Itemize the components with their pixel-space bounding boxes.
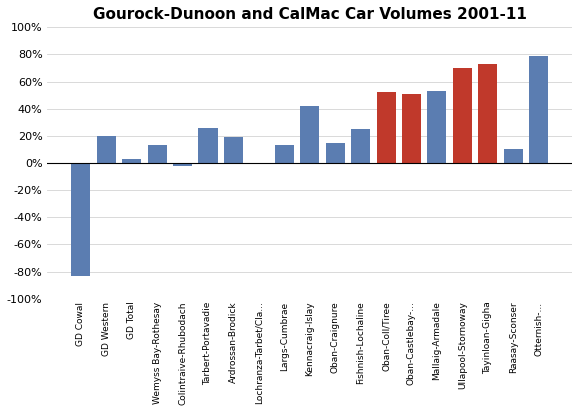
Bar bbox=[275, 145, 294, 163]
Bar bbox=[376, 92, 395, 163]
Bar bbox=[71, 163, 90, 276]
Title: Gourock-Dunoon and CalMac Car Volumes 2001-11: Gourock-Dunoon and CalMac Car Volumes 20… bbox=[93, 7, 527, 22]
Bar bbox=[148, 145, 167, 163]
Bar bbox=[325, 143, 345, 163]
Bar bbox=[122, 159, 141, 163]
Bar bbox=[453, 68, 472, 163]
Bar bbox=[504, 150, 523, 163]
Bar bbox=[427, 91, 446, 163]
Bar bbox=[300, 106, 319, 163]
Bar bbox=[97, 136, 116, 163]
Bar bbox=[402, 94, 421, 163]
Bar bbox=[199, 128, 218, 163]
Bar bbox=[529, 56, 548, 163]
Bar bbox=[351, 129, 370, 163]
Bar bbox=[224, 137, 243, 163]
Bar bbox=[478, 64, 497, 163]
Bar bbox=[173, 163, 192, 166]
